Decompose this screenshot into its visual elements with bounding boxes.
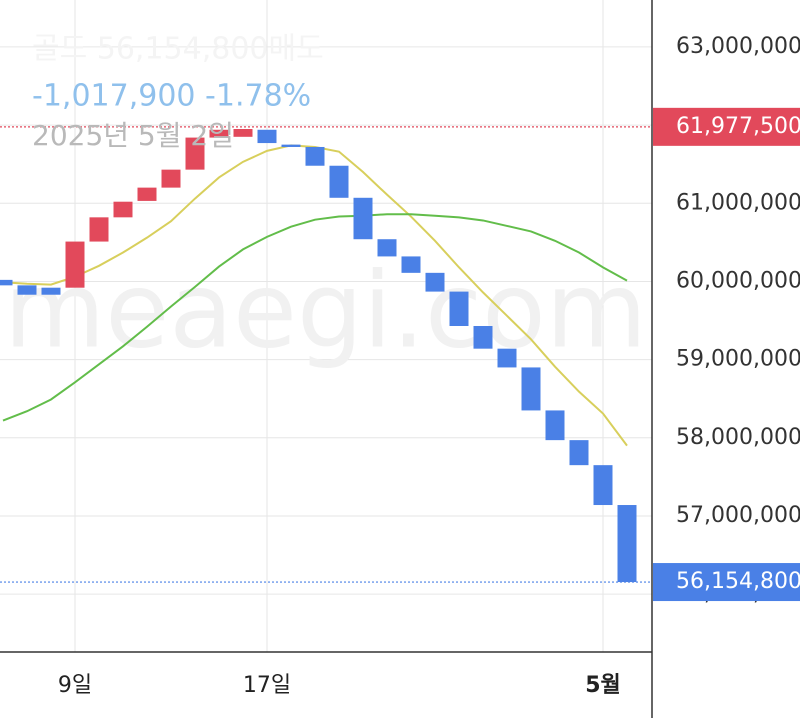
moving-average-line [2,213,628,422]
y-tick-label: 61,000,000 [676,190,800,215]
header-title: 골드 56,154,800매도 [32,32,324,67]
candle-body [401,256,421,273]
candle-body [89,217,109,242]
candle-body [305,146,325,166]
plot [0,126,652,583]
candle-body [281,144,301,147]
x-tick-label: 17일 [243,673,291,698]
header-change: -1,017,900 -1.78% [32,79,311,114]
watermark: meaegi.com [4,249,647,371]
candle-body [473,326,493,349]
candle-body [569,440,589,466]
candle-body [137,187,157,201]
x-tick-label: 9일 [58,673,92,698]
y-tick-label: 58,000,000 [676,425,800,450]
candle-body [161,169,181,188]
y-tick-label: 60,000,000 [676,268,800,293]
candle-body [521,367,541,411]
header-date: 2025년 5월 2일 [32,119,234,152]
candle-body [0,279,13,286]
price-label-box [653,107,800,146]
candle-body [449,291,469,326]
candle-body [185,137,205,170]
y-tick-label: 63,000,000 [676,34,800,59]
price-label: 56,154,800 [676,569,800,594]
y-tick-label: 59,000,000 [676,347,800,372]
candle-body [377,239,397,257]
candle-body [497,348,517,368]
candle-body [65,241,85,288]
price-label-box [653,563,800,602]
candle-body [617,505,637,583]
candle-body [17,285,37,295]
candle-body [113,201,133,218]
grid [0,0,652,652]
candle-body [329,165,349,198]
candle-body [593,465,613,506]
x-tick-label: 5월 [585,673,621,698]
y-tick-label: 57,000,000 [676,503,800,528]
candle-body [425,272,445,292]
candle-body [353,197,373,240]
candle-body [41,287,61,295]
axis: 56,000,00057,000,00058,000,00059,000,000… [58,34,800,698]
price-label: 61,977,500 [676,114,800,139]
candle-body [209,129,229,138]
candle-body [233,128,253,137]
candle-body [257,129,277,144]
candle-body [545,410,565,441]
